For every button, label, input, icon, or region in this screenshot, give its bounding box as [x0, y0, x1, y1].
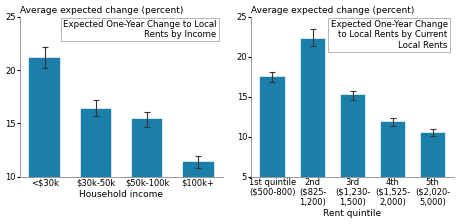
Bar [380, 122, 403, 177]
Bar [340, 95, 364, 177]
Text: Average expected change (percent): Average expected change (percent) [251, 6, 414, 15]
Bar [29, 58, 60, 177]
X-axis label: Rent quintile: Rent quintile [323, 209, 381, 218]
Bar [300, 39, 324, 177]
X-axis label: Household income: Household income [79, 190, 163, 199]
Bar [131, 119, 162, 177]
Text: Expected One-Year Change
to Local Rents by Current
Local Rents: Expected One-Year Change to Local Rents … [330, 20, 447, 50]
Bar [420, 133, 443, 177]
Bar [80, 109, 111, 177]
Bar [260, 77, 284, 177]
Bar [182, 162, 213, 177]
Text: Average expected change (percent): Average expected change (percent) [20, 6, 183, 15]
Text: Expected One-Year Change to Local
Rents by Income: Expected One-Year Change to Local Rents … [63, 20, 216, 39]
